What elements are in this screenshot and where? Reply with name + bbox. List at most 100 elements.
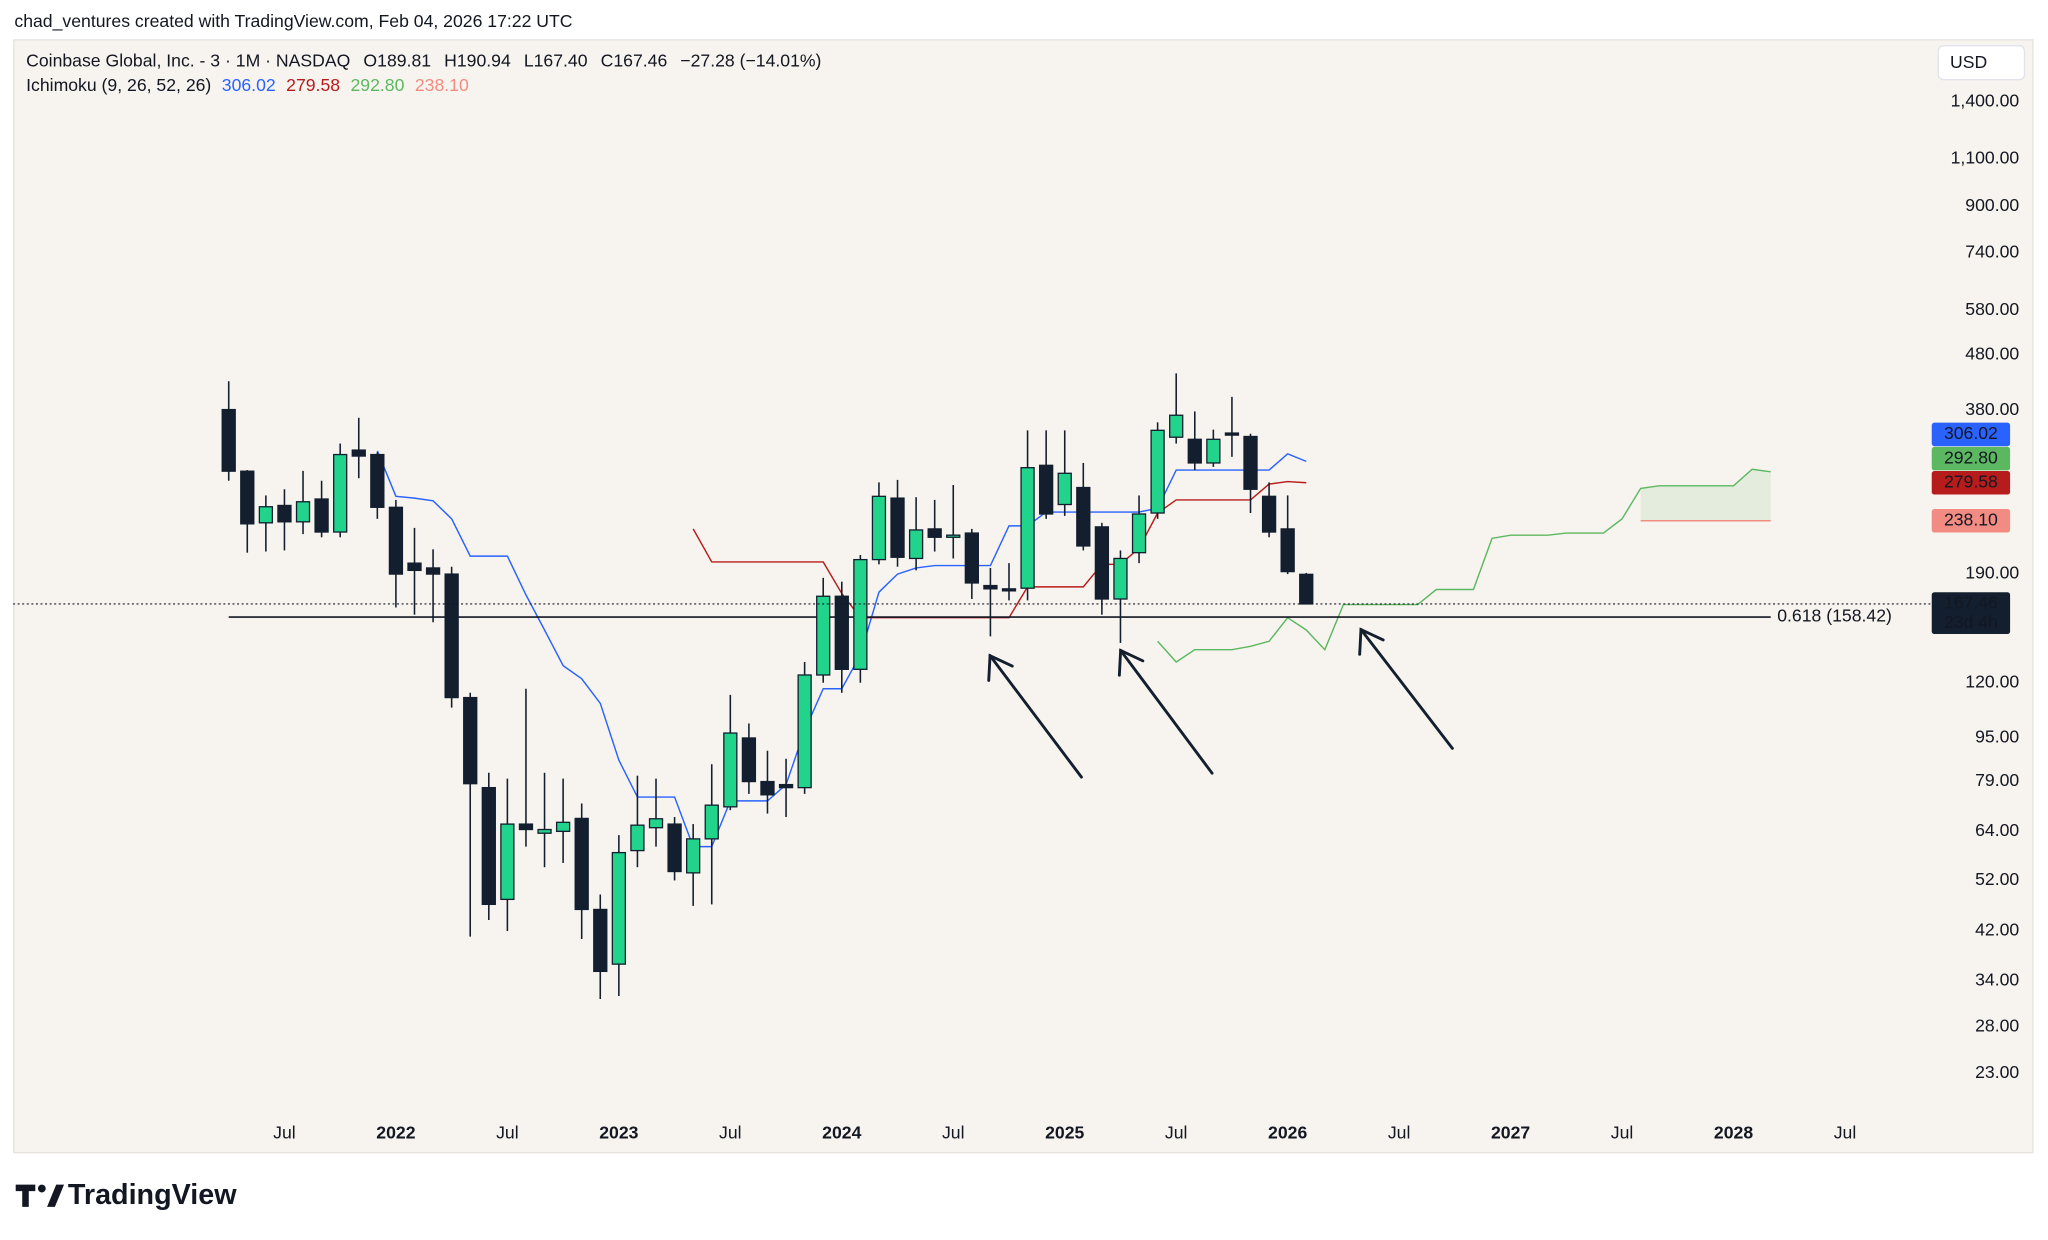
candle-body [667, 823, 682, 873]
x-tick-label: 2028 [1714, 1122, 1753, 1142]
candle-body [611, 851, 627, 965]
candle-body [1001, 588, 1017, 592]
last-price-label: 167.46 [1944, 593, 1998, 613]
candle-body [630, 824, 645, 852]
candle-body [370, 453, 385, 508]
price-badge [1931, 422, 2011, 447]
candle-body [240, 470, 255, 525]
y-tick-label: 380.00 [1965, 399, 2019, 419]
candle-body [351, 449, 366, 457]
candle-body [537, 828, 552, 834]
candle-body [686, 838, 701, 874]
candle-body [277, 504, 292, 523]
indicator-name: Ichimoku (9, 26, 52, 26) [26, 75, 211, 95]
y-tick-label: 1,100.00 [1951, 148, 2020, 168]
ohlc-value: L167.40 [524, 50, 588, 70]
price-badge-label: 238.10 [1944, 509, 1998, 529]
y-tick-label: 190.00 [1965, 563, 2019, 583]
annotation-arrows [987, 627, 1454, 779]
fib-label: 0.618 (158.42) [1777, 606, 1892, 626]
candle-body [1038, 464, 1054, 515]
arrow [1119, 648, 1214, 775]
candle-body [258, 506, 274, 524]
arrow-head [1117, 648, 1145, 677]
candle-body [1224, 432, 1240, 436]
candle-body [1206, 438, 1221, 464]
x-tick-label: Jul [1165, 1122, 1188, 1142]
currency-label: USD [1950, 52, 1987, 72]
candle-body [1280, 528, 1295, 573]
arrow-head [1358, 627, 1385, 656]
y-tick-label: 42.00 [1975, 920, 2019, 940]
x-tick-label: 2022 [376, 1122, 415, 1142]
y-tick-label: 740.00 [1965, 241, 2019, 261]
candle-body [295, 501, 311, 523]
ohlc-value: O189.81 [363, 50, 431, 70]
candle-body [555, 821, 571, 833]
candle-body [1076, 486, 1091, 547]
price-badge-label: 279.58 [1944, 471, 1998, 491]
candle-body [463, 696, 478, 785]
attribution: chad_ventures created with TradingView.c… [14, 11, 572, 32]
y-tick-label: 52.00 [1975, 869, 2019, 889]
candle-body [407, 562, 422, 572]
x-tick-label: 2023 [599, 1122, 638, 1142]
logo-icon [15, 1184, 36, 1207]
arrow-head [987, 653, 1014, 682]
logo-icon [47, 1184, 65, 1207]
x-tick-label: Jul [719, 1122, 742, 1142]
x-tick-label: 2027 [1491, 1122, 1530, 1142]
indicator-value: 238.10 [415, 75, 469, 95]
x-tick-label: Jul [1834, 1122, 1857, 1142]
indicator-line [1157, 468, 1771, 663]
plot-area [13, 373, 1931, 999]
arrow [1359, 628, 1454, 750]
indicator-value: 306.02 [222, 75, 276, 95]
y-tick-label: 23.00 [1975, 1062, 2019, 1082]
y-tick-label: 900.00 [1965, 195, 2019, 215]
candle-body [908, 529, 924, 560]
candle-body [500, 823, 515, 901]
y-tick-label: 28.00 [1975, 1015, 2019, 1035]
ohlc-value: H190.94 [444, 50, 511, 70]
candle-body [983, 584, 998, 590]
x-tick-label: Jul [273, 1122, 296, 1142]
logo: TradingView [15, 1179, 237, 1211]
x-tick-label: Jul [942, 1122, 965, 1142]
candle-body [871, 495, 887, 561]
candle-body [1057, 472, 1072, 506]
candle-body [964, 532, 979, 584]
y-tick-label: 64.00 [1975, 820, 2019, 840]
candle-body [927, 528, 942, 538]
candle-body [1150, 429, 1165, 514]
candle-body [741, 737, 757, 783]
logo-icon [37, 1184, 46, 1193]
logo-text: TradingView [68, 1179, 237, 1211]
chart-panel [13, 39, 2034, 1154]
candle-body [481, 786, 496, 906]
candle-body [834, 595, 849, 670]
candle-body [388, 506, 404, 575]
candle-body [1131, 513, 1147, 554]
countdown-label: 23d 4h [1944, 612, 1998, 632]
candle-body [778, 783, 794, 789]
ohlc-value: C167.46 [601, 50, 668, 70]
x-tick-label: 2024 [822, 1122, 861, 1142]
candle-body [1094, 526, 1110, 600]
y-tick-label: 95.00 [1975, 727, 2019, 747]
x-tick-label: 2025 [1045, 1122, 1084, 1142]
candle-body [1113, 557, 1128, 600]
candle-body [425, 567, 441, 575]
chart-title: Coinbase Global, Inc. - 3 · 1M · NASDAQ [26, 50, 350, 70]
y-tick-label: 480.00 [1965, 344, 2019, 364]
candle-body [1187, 438, 1202, 464]
candle-body [1020, 467, 1035, 589]
y-tick-label: 580.00 [1965, 299, 2019, 319]
price-badge [1931, 508, 2011, 533]
y-tick-label: 1,400.00 [1951, 91, 2020, 111]
candle-body [946, 534, 961, 538]
currency-button[interactable] [1937, 45, 2026, 81]
candle-body [853, 558, 868, 670]
candle-body [221, 408, 236, 472]
